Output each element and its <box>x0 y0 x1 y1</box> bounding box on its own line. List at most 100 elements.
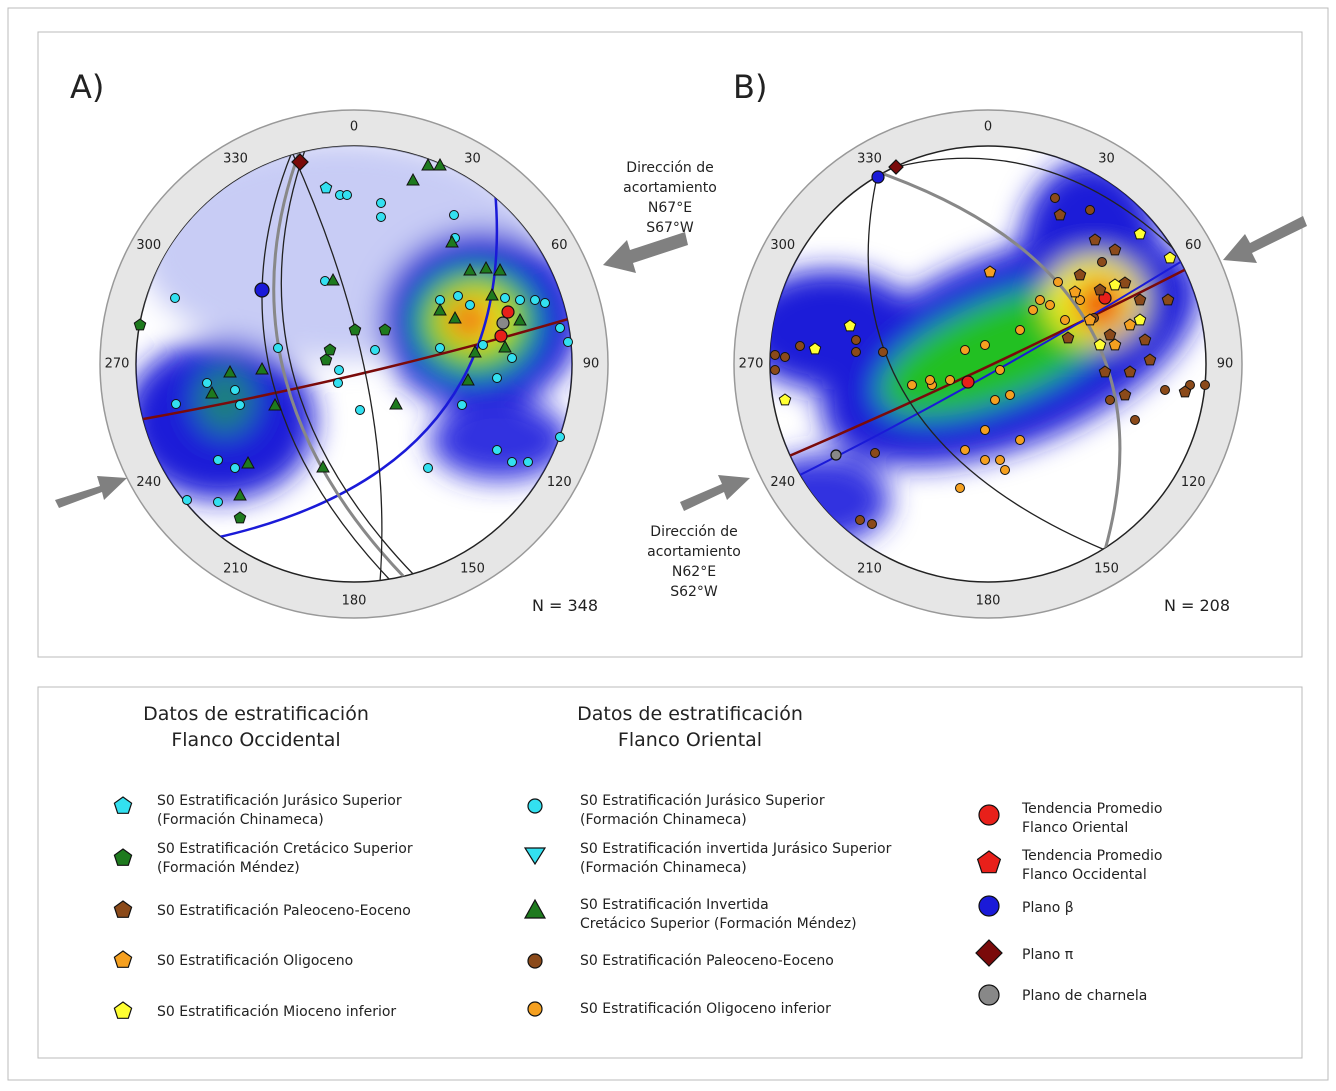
symbol <box>1061 331 1075 344</box>
azimuth-label: 180 <box>342 594 367 609</box>
symbol <box>378 323 392 336</box>
symbol <box>1028 305 1038 315</box>
arrow-text-line: acortamiento <box>623 180 717 196</box>
azimuth-label: 60 <box>1185 238 1202 253</box>
symbol <box>1123 318 1137 331</box>
legend-text: S0 Estratificación Paleoceno-Eoceno <box>580 953 834 969</box>
legend-text: S0 Estratificación Jurásico Superior <box>580 793 825 809</box>
azimuth-label: 330 <box>857 151 882 166</box>
symbol <box>389 396 403 410</box>
legend-text: Plano de charnela <box>1022 988 1147 1004</box>
symbol <box>433 302 447 316</box>
symbol <box>1053 208 1067 221</box>
legend-title: Datos de estratificación <box>143 703 369 725</box>
count: N = 208 <box>1164 596 1230 615</box>
symbol <box>421 157 435 171</box>
symbol <box>1088 233 1102 246</box>
legend-text: (Formación Chinameca) <box>157 812 324 828</box>
symbol <box>233 487 247 501</box>
symbol <box>182 495 192 505</box>
panel-frame <box>37 31 1303 658</box>
legend-text: (Formación Chinameca) <box>580 812 747 828</box>
arrow-text-line: S62°W <box>670 584 718 600</box>
legend-text: S0 Estratificación Oligoceno <box>157 953 353 969</box>
symbol <box>867 519 877 529</box>
symbol <box>1178 385 1192 398</box>
symbol <box>770 350 780 360</box>
symbol <box>780 352 790 362</box>
symbol <box>202 378 212 388</box>
azimuth-label: 30 <box>464 151 481 166</box>
legend-text: Flanco Oriental <box>1022 820 1128 836</box>
symbol <box>960 445 970 455</box>
azimuth-label: 150 <box>1094 562 1119 577</box>
symbol <box>268 397 282 411</box>
symbol <box>507 457 517 467</box>
symbol <box>925 375 935 385</box>
legend-text: Flanco Occidental <box>1022 867 1147 883</box>
symbol <box>323 343 337 356</box>
symbol <box>230 463 240 473</box>
azimuth-label: 240 <box>770 475 795 490</box>
panel-label: B) <box>733 68 767 106</box>
symbol <box>465 300 475 310</box>
legend-text: (Formación Chinameca) <box>580 860 747 876</box>
symbol <box>449 210 459 220</box>
symbol <box>376 198 386 208</box>
symbol <box>540 298 550 308</box>
symbol <box>500 293 510 303</box>
symbol <box>983 265 997 278</box>
symbol <box>1000 465 1010 475</box>
symbol <box>213 455 223 465</box>
symbol <box>448 310 462 324</box>
legend-title: Flanco Occidental <box>171 729 340 751</box>
symbol <box>255 361 269 375</box>
symbol <box>1130 415 1140 425</box>
symbol <box>316 459 330 473</box>
symbol <box>1085 205 1095 215</box>
symbol <box>851 347 861 357</box>
symbol <box>1160 385 1170 395</box>
legend-text: S0 Estratificación invertida Jurásico Su… <box>580 841 892 857</box>
azimuth-label: 150 <box>460 562 485 577</box>
symbol <box>348 323 362 336</box>
symbol <box>213 497 223 507</box>
symbol <box>376 212 386 222</box>
symbol <box>1050 193 1060 203</box>
legend-text: S0 Estratificación Paleoceno-Eoceno <box>157 903 411 919</box>
symbol <box>555 432 565 442</box>
legend-title: Flanco Oriental <box>618 729 762 751</box>
azimuth-label: 90 <box>583 357 600 372</box>
symbol <box>205 385 219 399</box>
symbol <box>235 400 245 410</box>
symbol <box>980 425 990 435</box>
symbol <box>342 190 352 200</box>
count: N = 348 <box>532 596 598 615</box>
symbol <box>445 234 459 248</box>
symbol <box>907 380 917 390</box>
symbol <box>1123 365 1137 378</box>
symbol <box>463 262 477 276</box>
symbol <box>435 343 445 353</box>
stereonet-b <box>733 109 1243 619</box>
symbol <box>1060 315 1070 325</box>
azimuth-label: 120 <box>1181 475 1206 490</box>
symbol <box>1200 380 1210 390</box>
symbol <box>478 340 488 350</box>
arrow-text-line: acortamiento <box>647 544 741 560</box>
symbol <box>170 293 180 303</box>
symbol <box>945 375 955 385</box>
symbol <box>1118 276 1132 289</box>
symbol <box>1068 285 1082 298</box>
symbol <box>980 340 990 350</box>
symbol <box>355 405 365 415</box>
azimuth-label: 300 <box>136 238 161 253</box>
symbol <box>955 483 965 493</box>
symbol <box>1075 295 1085 305</box>
azimuth-label: 270 <box>105 357 130 372</box>
azimuth-label: 60 <box>551 238 568 253</box>
stereonet-a <box>99 109 609 619</box>
symbol <box>241 455 255 469</box>
symbol <box>878 347 888 357</box>
